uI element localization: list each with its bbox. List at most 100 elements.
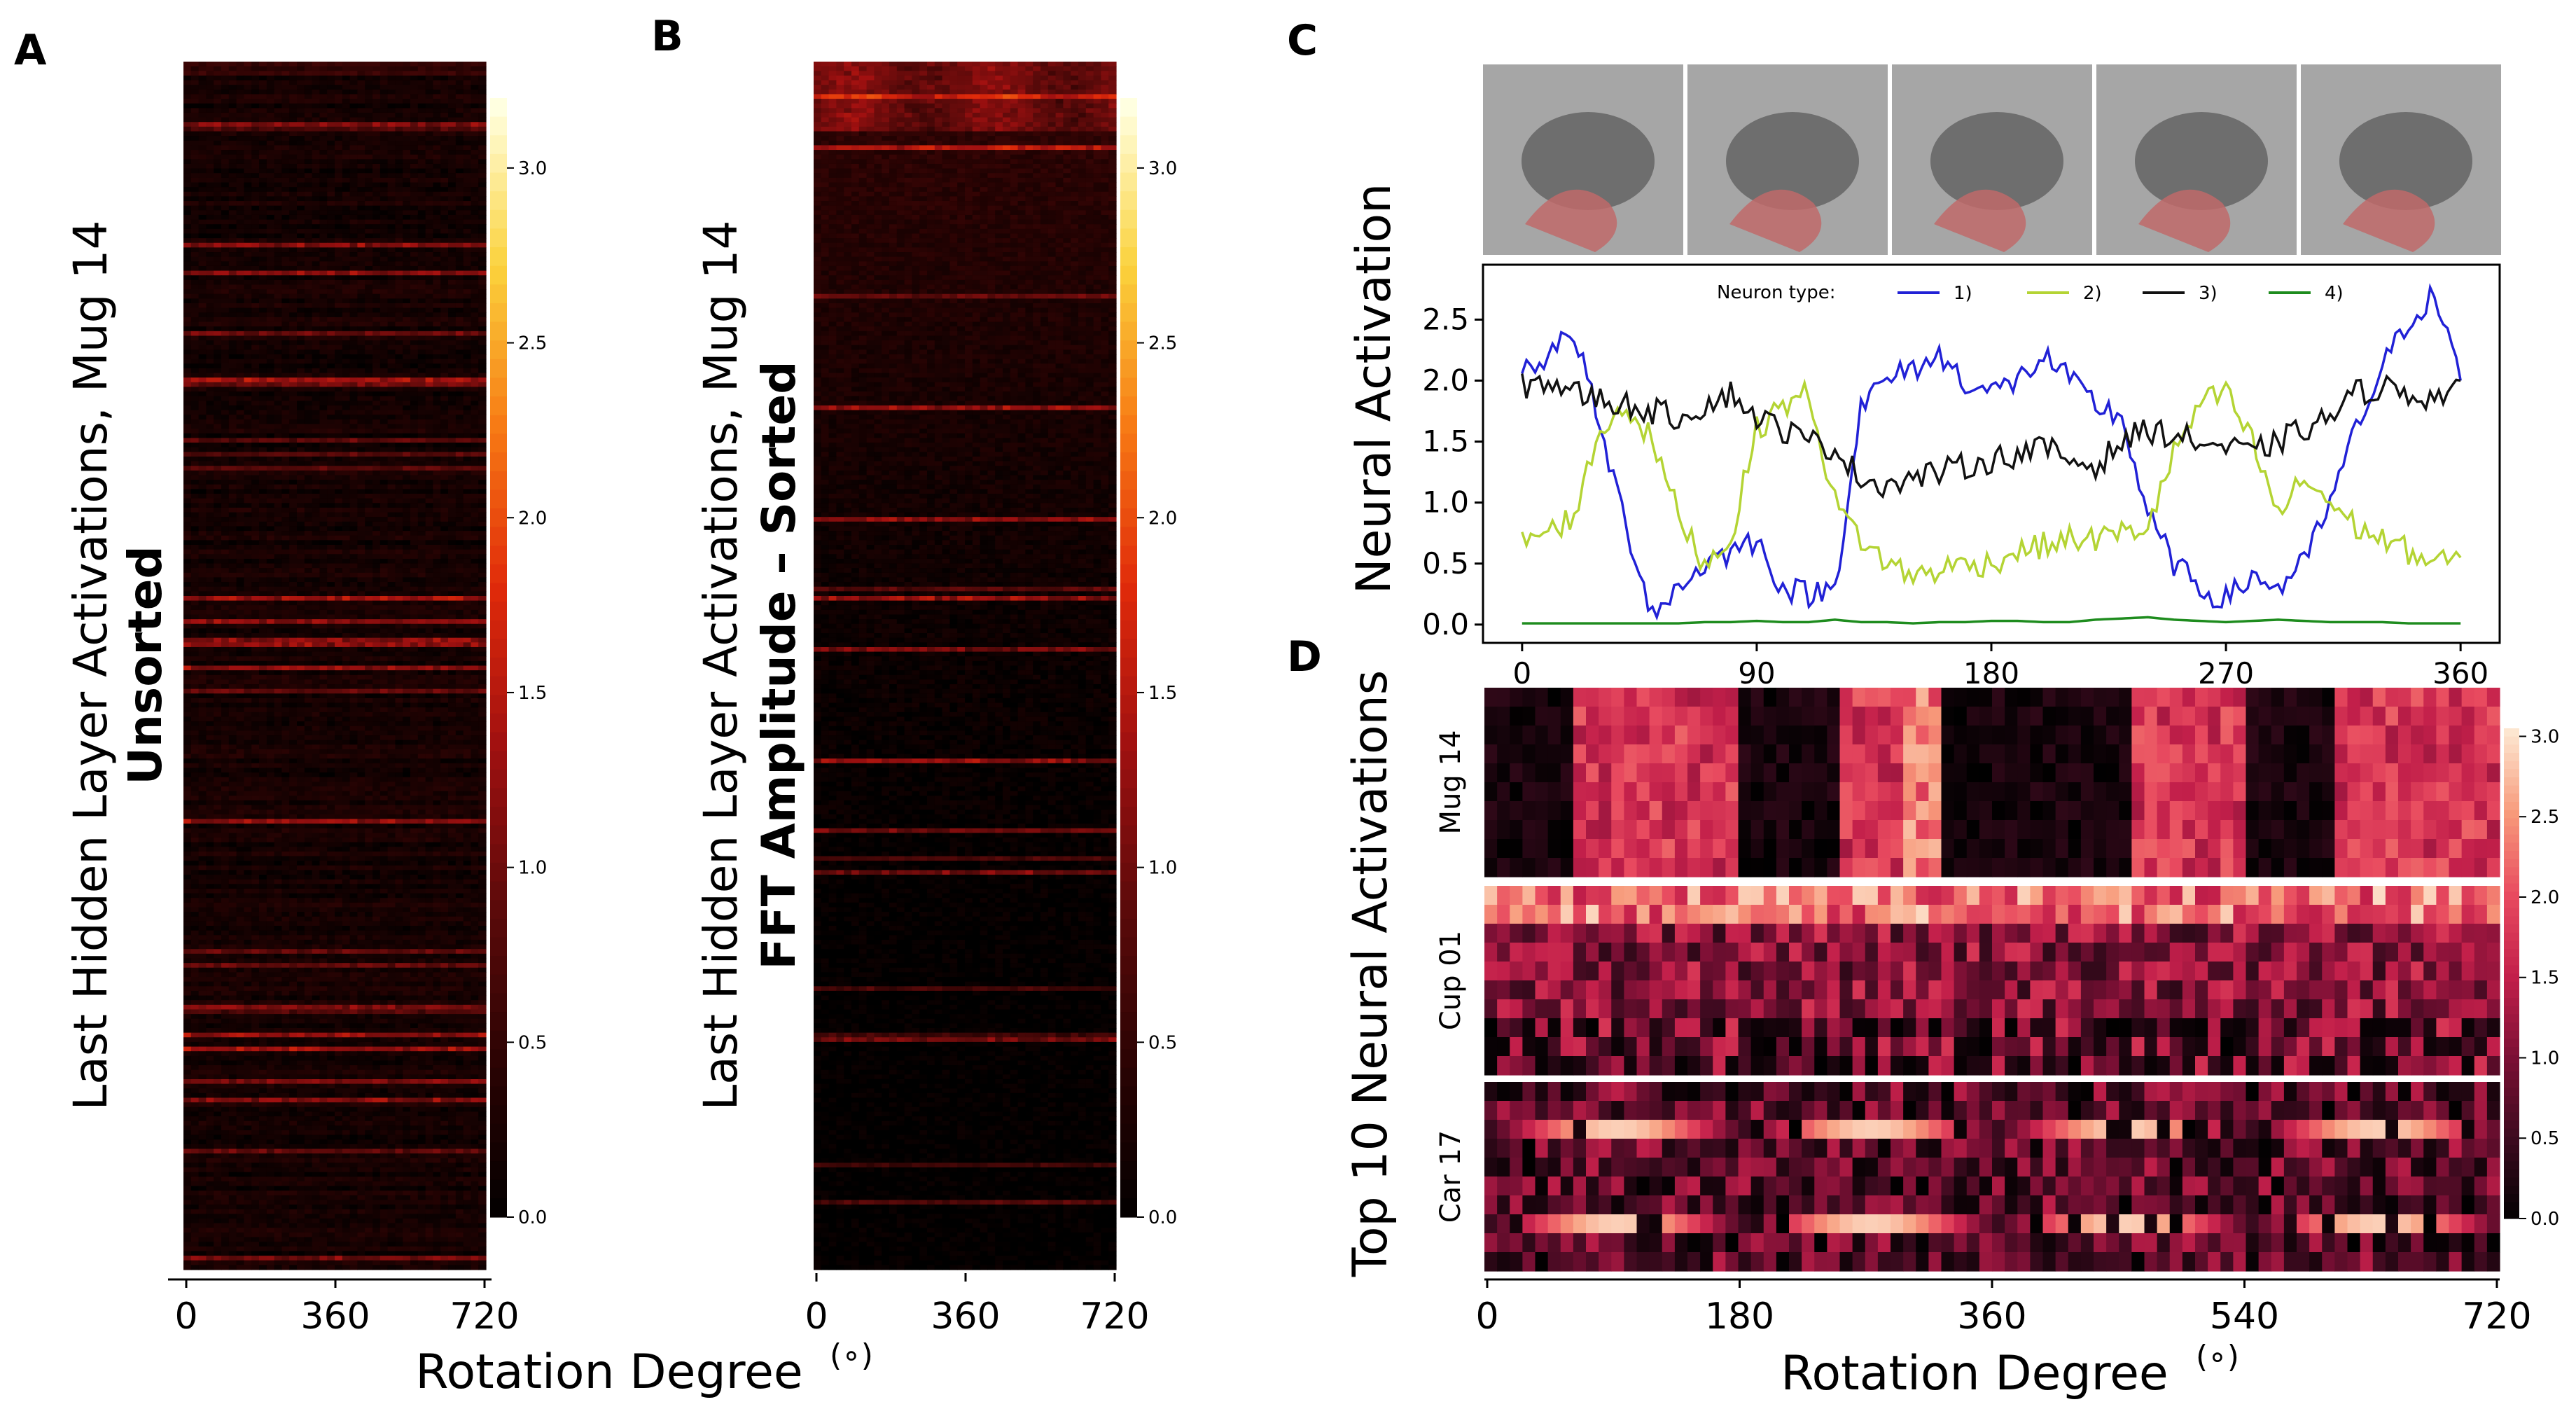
heatmap-cell bbox=[319, 415, 327, 419]
heatmap-cell bbox=[357, 294, 365, 299]
heatmap-cell bbox=[251, 624, 259, 629]
heatmap-cell bbox=[319, 284, 327, 289]
heatmap-cell bbox=[297, 99, 305, 104]
heatmap-cell bbox=[410, 438, 418, 443]
heatmap-cell bbox=[319, 401, 327, 405]
heatmap-cell bbox=[229, 610, 237, 615]
heatmap-cell bbox=[433, 363, 440, 368]
heatmap-cell bbox=[297, 178, 305, 183]
heatmap-cell bbox=[456, 359, 464, 364]
heatmap-cell bbox=[365, 173, 373, 178]
heatmap-cell bbox=[342, 568, 350, 573]
heatmap-cell bbox=[410, 210, 418, 215]
heatmap-cell bbox=[281, 405, 289, 410]
heatmap-cell bbox=[214, 499, 221, 504]
heatmap-cell bbox=[433, 489, 440, 494]
heatmap-cell bbox=[335, 485, 342, 490]
heatmap-cell bbox=[206, 303, 214, 308]
heatmap-cell bbox=[327, 280, 335, 285]
heatmap-cell bbox=[297, 145, 305, 150]
heatmap-cell bbox=[395, 373, 403, 378]
heatmap-cell bbox=[327, 67, 335, 71]
heatmap-cell bbox=[388, 424, 396, 429]
heatmap-cell bbox=[281, 377, 289, 382]
heatmap-cell bbox=[471, 261, 478, 266]
heatmap-cell bbox=[183, 284, 191, 289]
heatmap-cell bbox=[305, 466, 312, 471]
heatmap-cell bbox=[221, 550, 229, 555]
heatmap-cell bbox=[183, 155, 191, 160]
heatmap-cell bbox=[335, 359, 342, 364]
heatmap-cell bbox=[403, 466, 410, 471]
heatmap-cell bbox=[350, 192, 358, 197]
heatmap-cell bbox=[448, 308, 456, 313]
heatmap-cell bbox=[327, 531, 335, 536]
heatmap-cell bbox=[289, 150, 297, 155]
heatmap-cell bbox=[418, 108, 426, 113]
heatmap-cell bbox=[478, 132, 486, 137]
heatmap-cell bbox=[191, 401, 199, 405]
heatmap-cell bbox=[199, 132, 207, 137]
heatmap-cell bbox=[206, 90, 214, 95]
heatmap-cell bbox=[403, 457, 410, 461]
heatmap-cell bbox=[305, 429, 312, 433]
heatmap-cell bbox=[305, 443, 312, 447]
heatmap-cell bbox=[418, 76, 426, 81]
heatmap-cell bbox=[448, 94, 456, 99]
heatmap-cell bbox=[426, 438, 433, 443]
heatmap-cell bbox=[426, 485, 433, 490]
heatmap-cell bbox=[440, 471, 448, 476]
heatmap-cell bbox=[456, 90, 464, 95]
heatmap-cell bbox=[312, 396, 320, 401]
heatmap-cell bbox=[357, 447, 365, 452]
heatmap-cell bbox=[312, 308, 320, 313]
heatmap-cell bbox=[410, 382, 418, 387]
heatmap-cell bbox=[199, 99, 207, 104]
heatmap-cell bbox=[289, 628, 297, 633]
heatmap-cell bbox=[214, 141, 221, 146]
heatmap-cell bbox=[357, 261, 365, 266]
heatmap-cell bbox=[365, 457, 373, 461]
heatmap-cell bbox=[221, 373, 229, 378]
heatmap-cell bbox=[229, 169, 237, 174]
heatmap-cell bbox=[312, 633, 320, 638]
heatmap-cell bbox=[373, 108, 380, 113]
heatmap-cell bbox=[183, 499, 191, 504]
heatmap-cell bbox=[471, 564, 478, 569]
heatmap-cell bbox=[183, 275, 191, 280]
heatmap-cell bbox=[305, 610, 312, 615]
heatmap-cell bbox=[395, 471, 403, 476]
heatmap-cell bbox=[478, 624, 486, 629]
heatmap-cell bbox=[274, 233, 282, 238]
heatmap-cell bbox=[312, 461, 320, 466]
heatmap-cell bbox=[373, 540, 380, 545]
heatmap-cell bbox=[464, 298, 471, 303]
heatmap-cell bbox=[365, 308, 373, 313]
heatmap-cell bbox=[297, 67, 305, 71]
heatmap-cell bbox=[373, 410, 380, 415]
heatmap-cell bbox=[274, 210, 282, 215]
heatmap-cell bbox=[312, 266, 320, 271]
heatmap-cell bbox=[433, 85, 440, 90]
heatmap-cell bbox=[191, 122, 199, 127]
heatmap-cell bbox=[365, 508, 373, 513]
heatmap-cell bbox=[426, 489, 433, 494]
heatmap-cell bbox=[350, 363, 358, 368]
heatmap-cell bbox=[395, 615, 403, 620]
heatmap-cell bbox=[199, 410, 207, 415]
heatmap-cell bbox=[221, 81, 229, 85]
heatmap-cell bbox=[448, 169, 456, 174]
heatmap-cell bbox=[319, 517, 327, 522]
heatmap-cell bbox=[448, 252, 456, 257]
heatmap-cell bbox=[426, 155, 433, 160]
heatmap-cell bbox=[426, 591, 433, 596]
heatmap-cell bbox=[237, 354, 244, 359]
heatmap-cell bbox=[388, 252, 396, 257]
heatmap-cell bbox=[410, 326, 418, 331]
heatmap-cell bbox=[281, 545, 289, 550]
heatmap-cell bbox=[357, 335, 365, 340]
heatmap-cell bbox=[267, 568, 274, 573]
heatmap-cell bbox=[410, 233, 418, 238]
heatmap-cell bbox=[373, 457, 380, 461]
heatmap-cell bbox=[297, 127, 305, 132]
